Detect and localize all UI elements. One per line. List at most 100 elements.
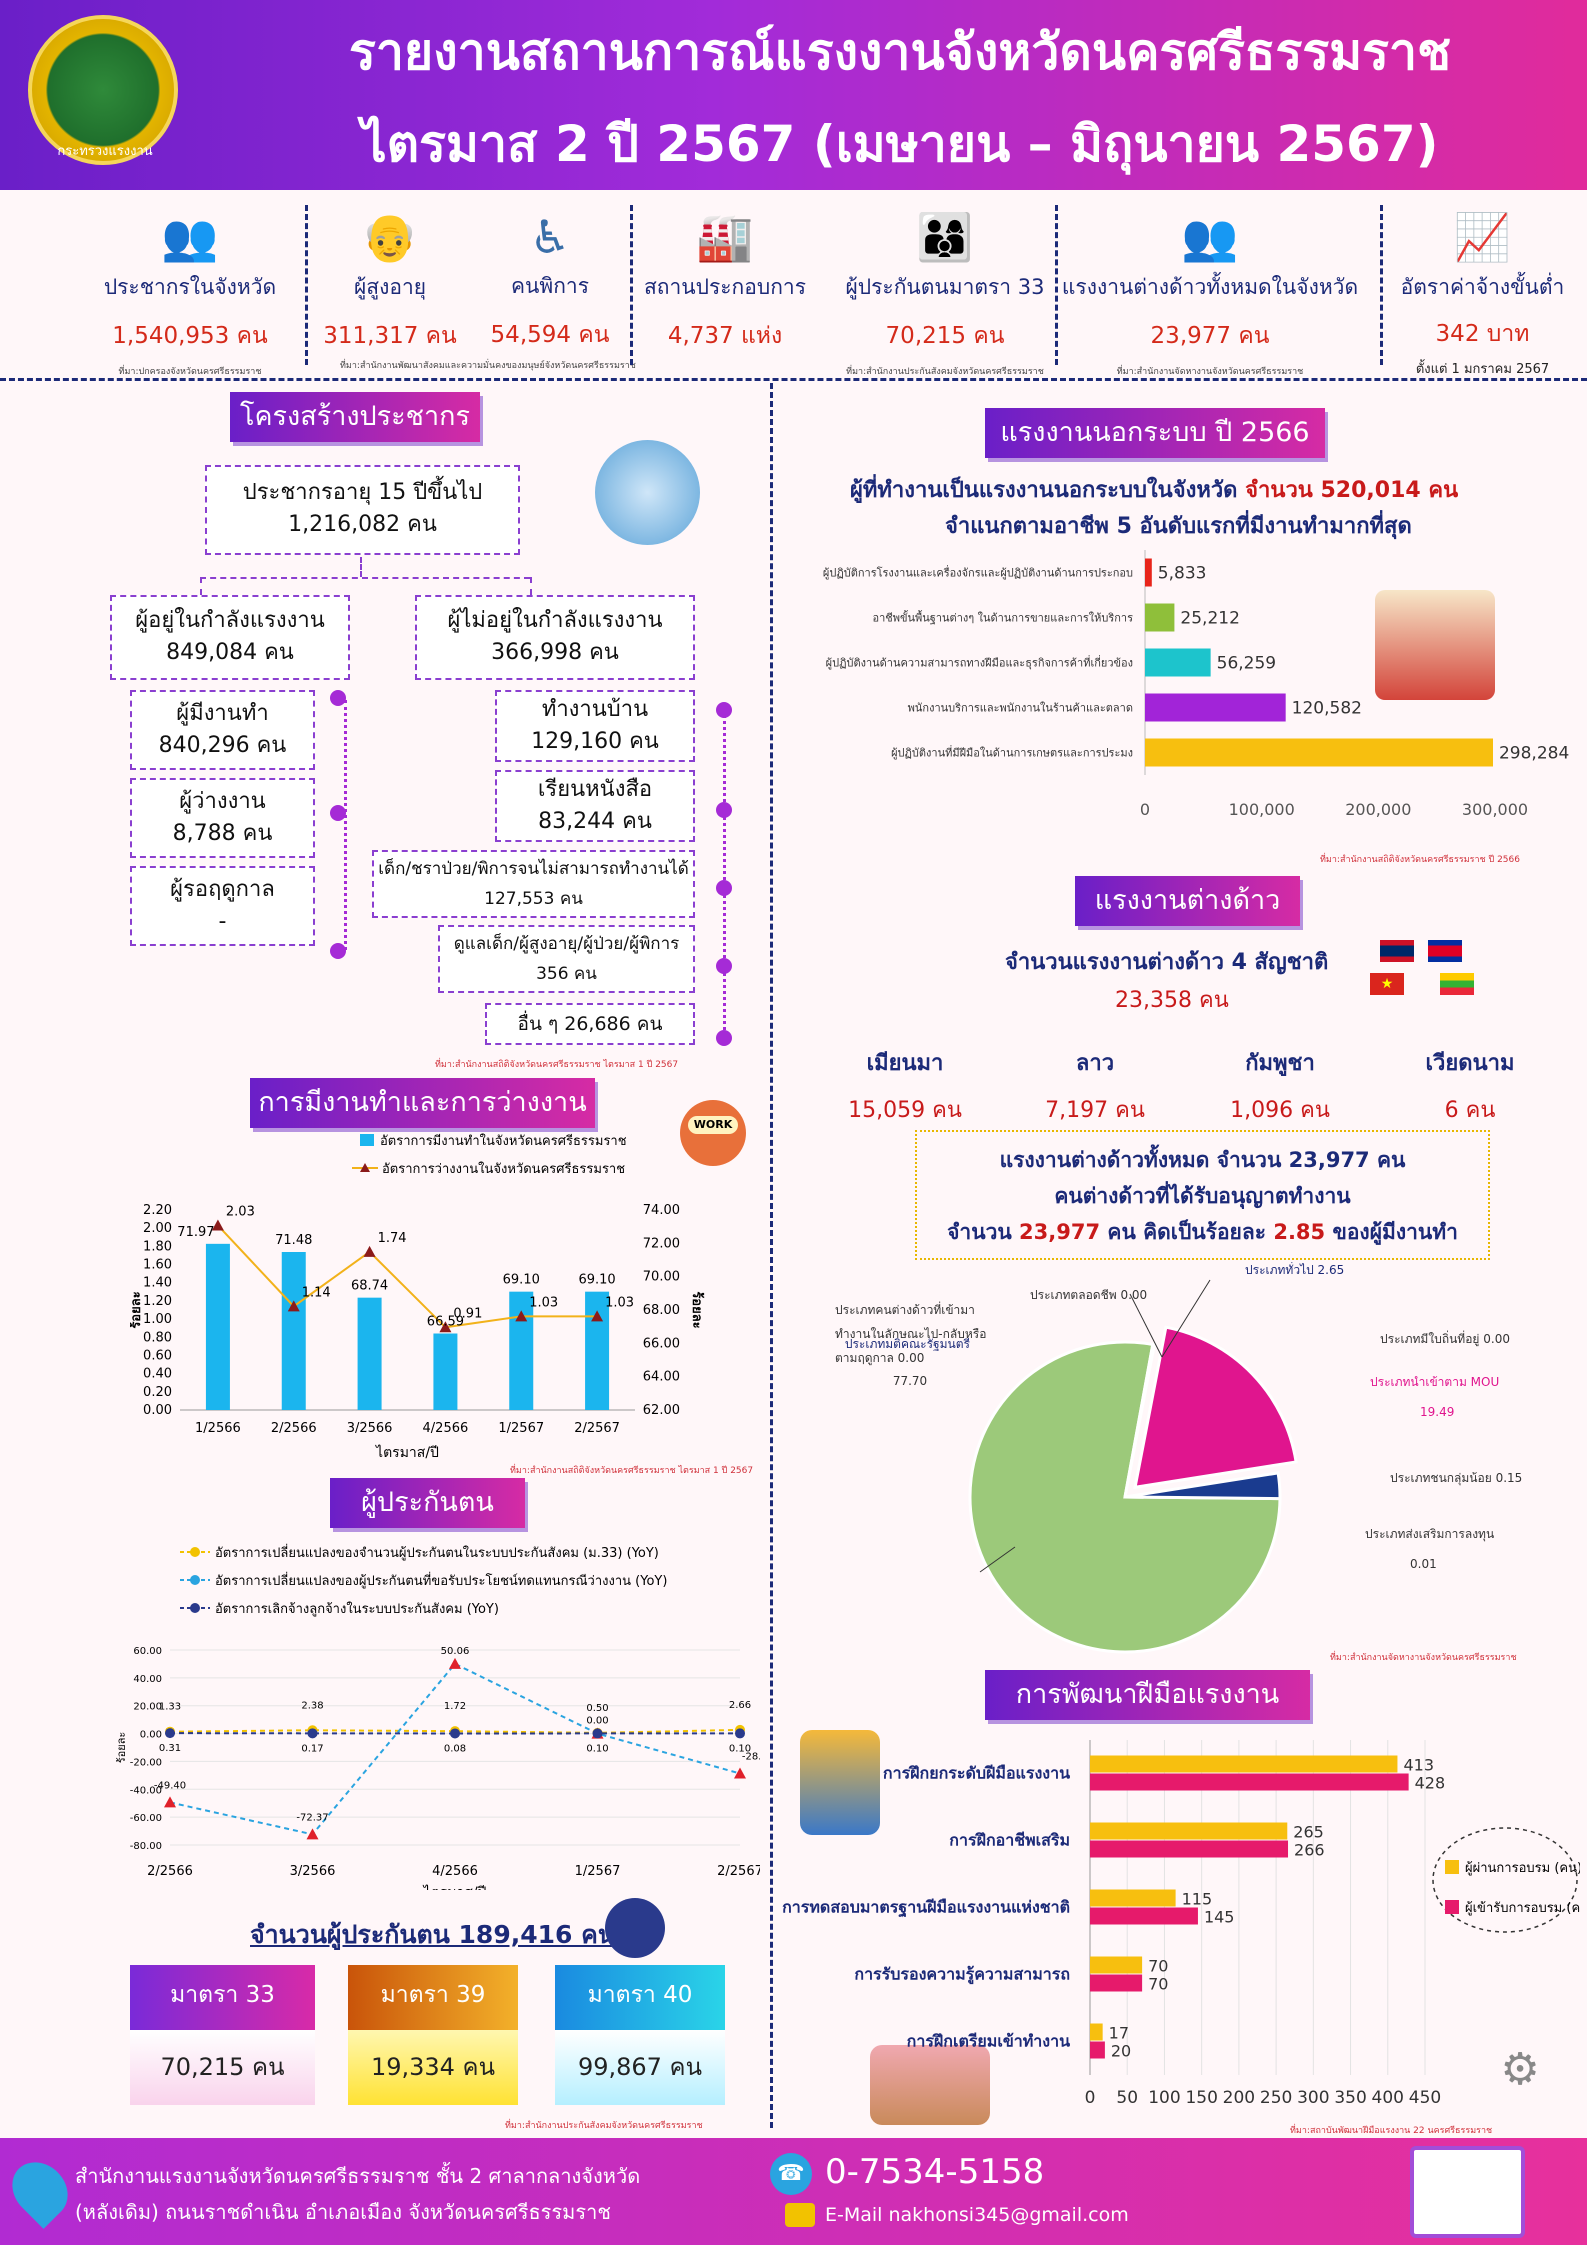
line-data-label: 0.00 xyxy=(586,1716,608,1727)
bar-data-label: 71.97 xyxy=(177,1225,214,1240)
pie-label: ประเภททั่วไป 2.65 xyxy=(1245,1262,1344,1277)
legend-label: อัตราการเปลี่ยนแปลงของจำนวนผู้ประกันตนใน… xyxy=(215,1544,659,1561)
line-data-label: 1.03 xyxy=(529,1295,558,1310)
line-marker xyxy=(165,1728,175,1739)
x-tick: 250 xyxy=(1260,2088,1292,2108)
connector xyxy=(360,557,362,577)
stats-row: 👥 ประชากรในจังหวัด 1,540,953 คน ที่มา:ปก… xyxy=(0,200,1587,377)
pie-slice xyxy=(1133,1325,1298,1490)
stat-min-wage: 📈 อัตราค่าจ้างขั้นต่ำ 342 บาท ตั้งแต่ 1 … xyxy=(1390,210,1575,379)
section-33-label: มาตรา 33 xyxy=(130,1965,315,2030)
informal-line2: จำแนกตามอาชีพ 5 อันดับแรกที่มีงานทำมากที… xyxy=(945,514,1412,539)
insured-chart: อัตราการเปลี่ยนแปลงของจำนวนผู้ประกันตนใน… xyxy=(115,1544,760,1890)
y-tick: 1.00 xyxy=(143,1312,172,1327)
skill-chart: 0 50 100 150 200 250 300 350 400 450 การฝึกยกระดับ… xyxy=(782,1740,1580,2108)
nation-name: เมียนมา xyxy=(866,1051,944,1076)
bar-data-label: 5,833 xyxy=(1158,564,1207,584)
stat-value: 1,540,953 คน xyxy=(112,323,268,349)
x-tick: 4/2566 xyxy=(423,1421,469,1436)
pie-value: 0.01 xyxy=(1410,1557,1437,1571)
line-marker xyxy=(307,1728,318,1739)
y-tick: 1.40 xyxy=(143,1276,172,1291)
legend-label: อัตราการมีงานทำในจังหวัดนครศรีธรรมราช xyxy=(380,1133,627,1149)
y-right-tick: 64.00 xyxy=(643,1370,680,1385)
legend-label: อัตราการเปลี่ยนแปลงของผู้ประกันตนที่ขอรั… xyxy=(215,1572,667,1589)
section-title-employment: การมีงานทำและการว่างงาน xyxy=(250,1078,595,1128)
foreign-pie-chart: ประเภทมติคณะรัฐมนตรี 77.70 ประเภทคนต่างด้า… xyxy=(835,1262,1522,1654)
pie-label: ประเภทตลอดชีพ 0.00 xyxy=(1030,1288,1147,1302)
line-marker xyxy=(211,1219,224,1231)
laos-flag-icon xyxy=(1380,940,1414,962)
unable-box: เด็ก/ชราป่วย/พิการจนไม่สามารถทำงานได้ 12… xyxy=(372,850,695,918)
divider xyxy=(0,378,1587,381)
y-tick: 20.00 xyxy=(133,1702,162,1713)
bar-data-label: 69.10 xyxy=(578,1273,615,1288)
unemployed-label: ผู้ว่างงาน xyxy=(179,789,266,814)
study-box: เรียนหนังสือ 83,244 คน xyxy=(495,770,695,842)
nation-item: กัมพูชา 1,096 คน xyxy=(1215,1045,1345,1127)
email[interactable]: E-Mail nakhonsi345@gmail.com xyxy=(825,2204,1129,2226)
insured-source: ที่มา:สำนักงานประกันสังคมจังหวัดนครศรีธร… xyxy=(505,2121,703,2131)
phone-number[interactable]: 0-7534-5158 xyxy=(825,2152,1045,2192)
x-tick: 200 xyxy=(1223,2088,1255,2108)
y-tick: -20.00 xyxy=(130,1757,162,1768)
other-box: อื่น ๆ 26,686 คน xyxy=(485,1003,695,1045)
bar-data-label: 25,212 xyxy=(1180,609,1239,629)
stat-value: 342 บาท xyxy=(1435,321,1530,347)
pie-label: ประเภทส่งเสริมการลงทุน xyxy=(1365,1527,1494,1542)
line-data-label: 2.03 xyxy=(226,1204,255,1219)
bar xyxy=(433,1333,458,1410)
factory-icon: 🏭 xyxy=(696,210,754,264)
stat-label: ผู้สูงอายุ xyxy=(353,275,427,299)
y-tick: ผู้ปฏิบัติงานด้านความสามารถทางฝีมือและธุ… xyxy=(826,655,1133,670)
ministry-logo xyxy=(28,15,178,165)
population-source: ที่มา:สำนักงานสถิติจังหวัดนครศรีธรรมราช … xyxy=(435,1060,679,1070)
line-data-label: 0.17 xyxy=(301,1743,323,1754)
x-tick: 450 xyxy=(1409,2088,1441,2108)
divider xyxy=(630,205,633,365)
nation-name: กัมพูชา xyxy=(1245,1051,1315,1076)
stat-source: ที่มา:สำนักงานจัดหางานจังหวัดนครศรีธรรมร… xyxy=(1116,367,1304,377)
stat-disabled: ♿ คนพิการ 54,594 คน xyxy=(475,210,625,353)
x-tick: 4/2566 xyxy=(432,1864,478,1879)
bar-data-label: 20 xyxy=(1111,2042,1131,2061)
stat-label: อัตราค่าจ้างขั้นต่ำ xyxy=(1400,275,1565,299)
stat-source: ที่มา:สำนักงานพัฒนาสังคมและความมั่นคงของ… xyxy=(340,361,636,371)
section-title-population: โครงสร้างประชากร xyxy=(230,392,480,442)
study-value: 83,244 คน xyxy=(538,809,652,834)
qr-code[interactable] xyxy=(1410,2146,1525,2238)
bar xyxy=(1090,1822,1288,1840)
logo-text: กระทรวงแรงงาน xyxy=(57,144,153,159)
insured-total: จำนวนผู้ประกันตน 189,416 คน xyxy=(250,1920,615,1949)
foreign-source: ที่มา:สำนักงานจัดหางานจังหวัดนครศรีธรรมร… xyxy=(1330,1653,1517,1663)
line-data-label: 1.14 xyxy=(302,1285,331,1300)
craft-illustration xyxy=(870,2045,990,2125)
leader-line xyxy=(1161,1279,1211,1358)
x-tick: 400 xyxy=(1372,2088,1404,2108)
section-title-foreign: แรงงานต่างด้าว xyxy=(1075,876,1300,926)
divider xyxy=(770,383,773,2128)
informal-line1b: จำนวน 520,014 คน xyxy=(1245,478,1459,503)
bar xyxy=(1090,1889,1176,1907)
y-right-tick: 74.00 xyxy=(643,1203,680,1218)
y-right-tick: 62.00 xyxy=(643,1403,680,1418)
permit-count: 23,977 xyxy=(1019,1220,1101,1244)
pie-label: ประเภทคนต่างด้าวที่เข้ามา xyxy=(835,1301,975,1317)
x-tick: 0 xyxy=(1085,2088,1096,2108)
permit-text: จำนวน xyxy=(947,1220,1020,1244)
x-tick: 300,000 xyxy=(1462,800,1528,819)
y-tick: การรับรองความรู้ความสามารถ xyxy=(854,1965,1070,1986)
x-tick: 350 xyxy=(1334,2088,1366,2108)
employed-label: ผู้มีงานทำ xyxy=(176,701,269,726)
line-marker xyxy=(363,1245,376,1257)
line-data-label: -72.37 xyxy=(296,1812,328,1823)
stat-value: 4,737 แห่ง xyxy=(667,323,783,349)
worker-illustration xyxy=(800,1730,880,1835)
line-marker xyxy=(735,1728,745,1739)
foreign-permit-box: แรงงานต่างด้าวทั้งหมด จำนวน 23,977 คน คน… xyxy=(915,1130,1490,1260)
market-illustration xyxy=(1375,590,1495,700)
skill-source: ที่มา:สถาบันพัฒนาฝีมือแรงงาน 22 นครศรีธร… xyxy=(1290,2126,1493,2136)
nation-item: เวียดนาม 6 คน xyxy=(1405,1045,1535,1127)
pie-value: 77.70 xyxy=(893,1374,927,1388)
y-tick: -40.00 xyxy=(130,1785,162,1796)
